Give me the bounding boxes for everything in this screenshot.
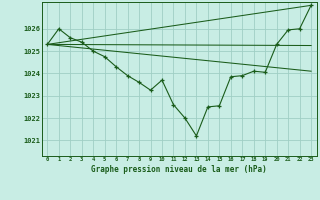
X-axis label: Graphe pression niveau de la mer (hPa): Graphe pression niveau de la mer (hPa): [91, 165, 267, 174]
